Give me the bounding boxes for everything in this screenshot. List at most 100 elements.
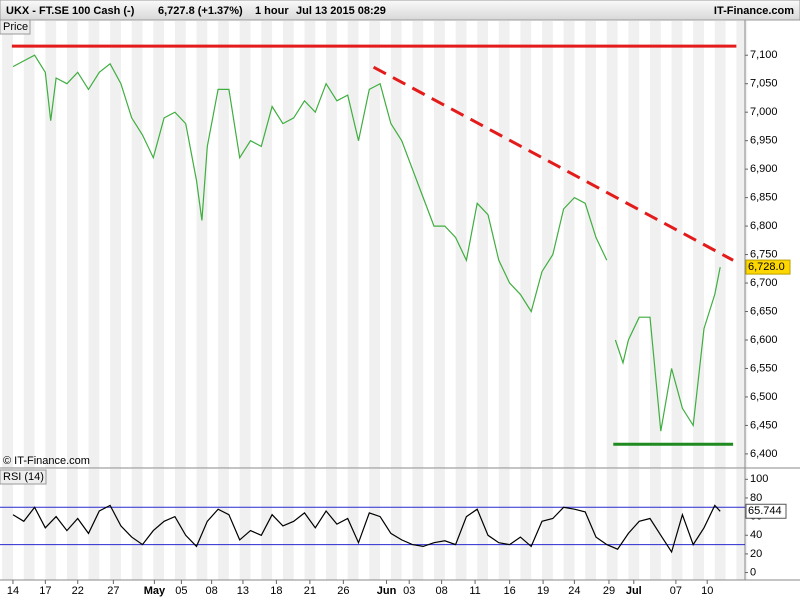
stripe bbox=[304, 21, 316, 468]
panel-label: Price bbox=[3, 21, 28, 33]
last-price-label: 6,728.0 bbox=[748, 261, 785, 273]
stripe bbox=[542, 469, 553, 580]
stripe bbox=[131, 21, 143, 468]
stripe bbox=[649, 21, 661, 468]
y-tick-label: 6,800 bbox=[750, 220, 778, 232]
stripe bbox=[282, 469, 294, 580]
stripe bbox=[282, 21, 294, 468]
y-tick-label: 7,050 bbox=[750, 78, 778, 90]
stripe bbox=[110, 21, 121, 468]
x-tick-label: Jun bbox=[377, 585, 397, 597]
stripe bbox=[714, 469, 726, 580]
x-tick-label: 07 bbox=[670, 585, 682, 597]
y-tick-label: 6,700 bbox=[750, 277, 778, 289]
x-tick-label: 14 bbox=[7, 585, 19, 597]
stripe bbox=[218, 469, 229, 580]
stripe bbox=[369, 21, 381, 468]
x-tick-label: 08 bbox=[205, 585, 217, 597]
x-tick-label: 21 bbox=[304, 585, 316, 597]
x-tick-label: 26 bbox=[337, 585, 349, 597]
y-tick-label: 40 bbox=[750, 529, 762, 541]
y-tick-label: 0 bbox=[750, 566, 756, 578]
stripe bbox=[498, 469, 510, 580]
stripe bbox=[23, 469, 35, 580]
stripe bbox=[736, 21, 748, 468]
stripe bbox=[110, 469, 121, 580]
stripe bbox=[390, 469, 402, 580]
y-tick-label: 6,850 bbox=[750, 192, 778, 204]
stripe bbox=[153, 21, 165, 468]
stripe bbox=[693, 469, 704, 580]
stripe bbox=[606, 469, 618, 580]
stripe bbox=[196, 469, 208, 580]
stripe bbox=[88, 21, 100, 468]
symbol: UKX - FT.SE 100 Cash (-) bbox=[6, 5, 135, 17]
stripe bbox=[153, 469, 165, 580]
stripe bbox=[326, 21, 337, 468]
stripe bbox=[218, 21, 229, 468]
stripe bbox=[628, 469, 640, 580]
stripe bbox=[196, 21, 208, 468]
stripe bbox=[606, 21, 618, 468]
y-tick-label: 6,550 bbox=[750, 362, 778, 374]
stripe bbox=[88, 469, 100, 580]
x-tick-label: 18 bbox=[270, 585, 282, 597]
y-tick-label: 6,450 bbox=[750, 419, 778, 431]
x-tick-label: 27 bbox=[107, 585, 119, 597]
y-tick-label: 6,950 bbox=[750, 135, 778, 147]
x-tick-label: 08 bbox=[435, 585, 447, 597]
y-tick-label: 6,400 bbox=[750, 448, 778, 460]
last-value-box bbox=[745, 503, 787, 519]
stripe bbox=[477, 469, 489, 580]
panel-label-box bbox=[0, 19, 31, 35]
header-bar bbox=[0, 0, 800, 21]
last-value-label: 65.744 bbox=[748, 505, 782, 517]
stripe bbox=[563, 21, 575, 468]
stripe bbox=[412, 469, 424, 580]
quote: 6,727.8 (+1.37%) bbox=[158, 5, 243, 17]
y-tick-label: 7,100 bbox=[750, 49, 778, 61]
day-stripes bbox=[2, 21, 748, 580]
stripe bbox=[174, 469, 186, 580]
stripe bbox=[369, 469, 381, 580]
stripe bbox=[649, 469, 661, 580]
copyright: © IT-Finance.com bbox=[3, 455, 90, 467]
x-tick-label: May bbox=[144, 585, 166, 597]
x-tick-label: 29 bbox=[603, 585, 615, 597]
x-tick-label: 10 bbox=[701, 585, 713, 597]
x-tick-label: 03 bbox=[403, 585, 415, 597]
stripe bbox=[45, 21, 57, 468]
stripe bbox=[2, 21, 13, 468]
y-tick-label: 6,900 bbox=[750, 163, 778, 175]
stripe bbox=[347, 21, 359, 468]
x-tick-label: 05 bbox=[175, 585, 187, 597]
y-tick-label: 6,600 bbox=[750, 334, 778, 346]
panel-label-box bbox=[0, 469, 47, 485]
series-line bbox=[12, 54, 721, 432]
stripe bbox=[671, 21, 683, 468]
y-tick-label: 6,500 bbox=[750, 391, 778, 403]
stripe bbox=[326, 469, 337, 580]
timestamp: Jul 13 2015 08:29 bbox=[296, 5, 386, 17]
stripe bbox=[693, 21, 704, 468]
stripe bbox=[261, 21, 273, 468]
stripe bbox=[131, 469, 143, 580]
brand: IT-Finance.com bbox=[714, 5, 794, 17]
stripe bbox=[347, 469, 359, 580]
y-tick-label: 100 bbox=[750, 473, 768, 485]
stripe bbox=[66, 21, 78, 468]
y-tick-label: 20 bbox=[750, 548, 762, 560]
stripe bbox=[520, 469, 532, 580]
panel-label: RSI (14) bbox=[3, 471, 44, 483]
interval: 1 hour bbox=[255, 5, 289, 17]
x-tick-label: 16 bbox=[503, 585, 515, 597]
x-tick-label: 22 bbox=[72, 585, 84, 597]
y-tick-label: 7,000 bbox=[750, 106, 778, 118]
x-tick-label: 24 bbox=[568, 585, 580, 597]
stripe bbox=[628, 21, 640, 468]
stripe bbox=[2, 469, 13, 580]
stripe bbox=[671, 469, 683, 580]
x-tick-label: 11 bbox=[469, 585, 480, 597]
